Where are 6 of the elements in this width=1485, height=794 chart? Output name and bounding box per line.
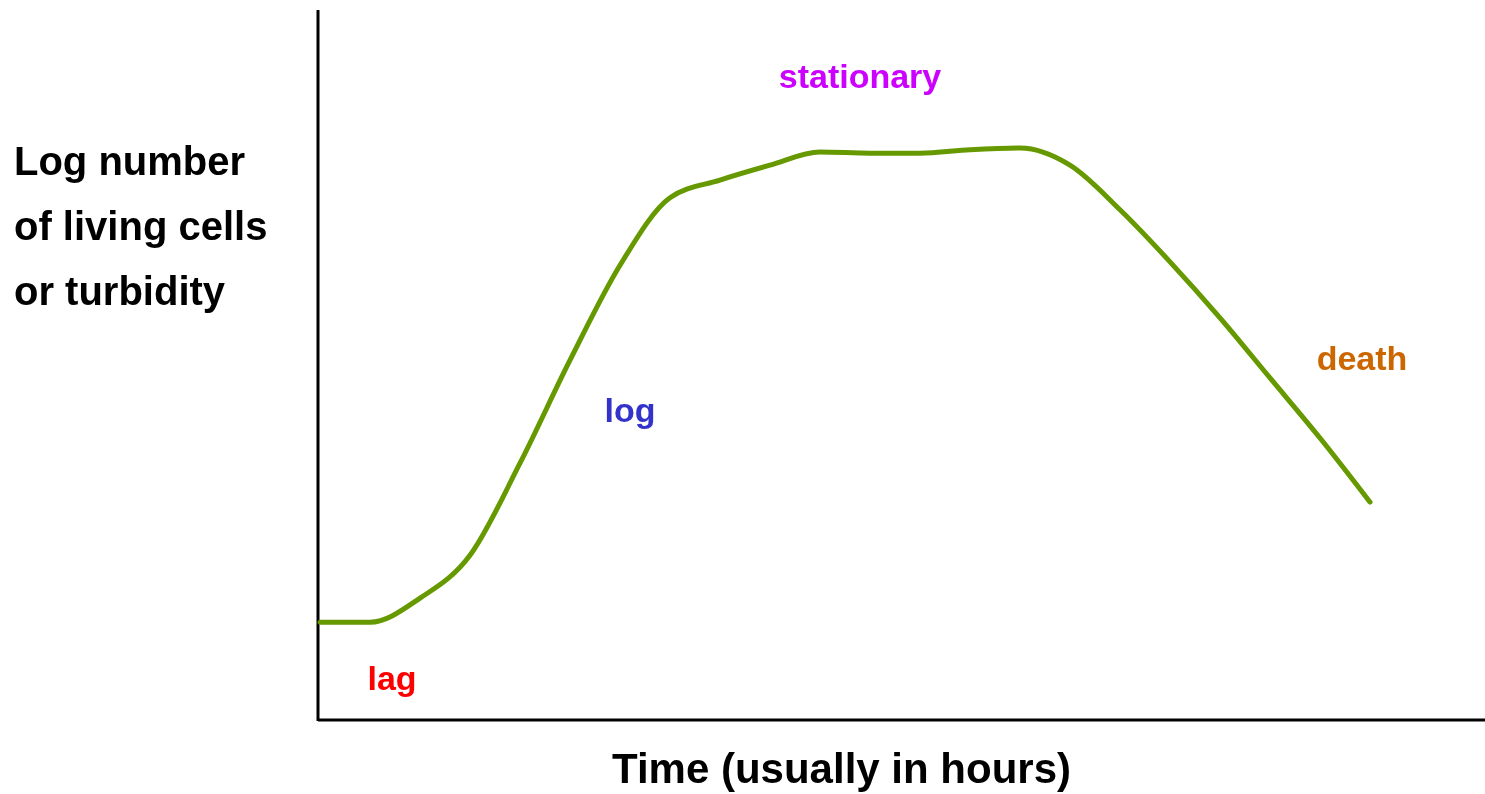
text: stationary — [778, 57, 942, 95]
y-axis-title: Log number of living cells or turbidity — [14, 139, 268, 313]
annotation: lag — [367, 659, 417, 697]
annotation: log — [604, 391, 656, 429]
annotation: death — [1316, 339, 1408, 377]
x-axis-title: Time (usually in hours) — [612, 745, 1071, 792]
